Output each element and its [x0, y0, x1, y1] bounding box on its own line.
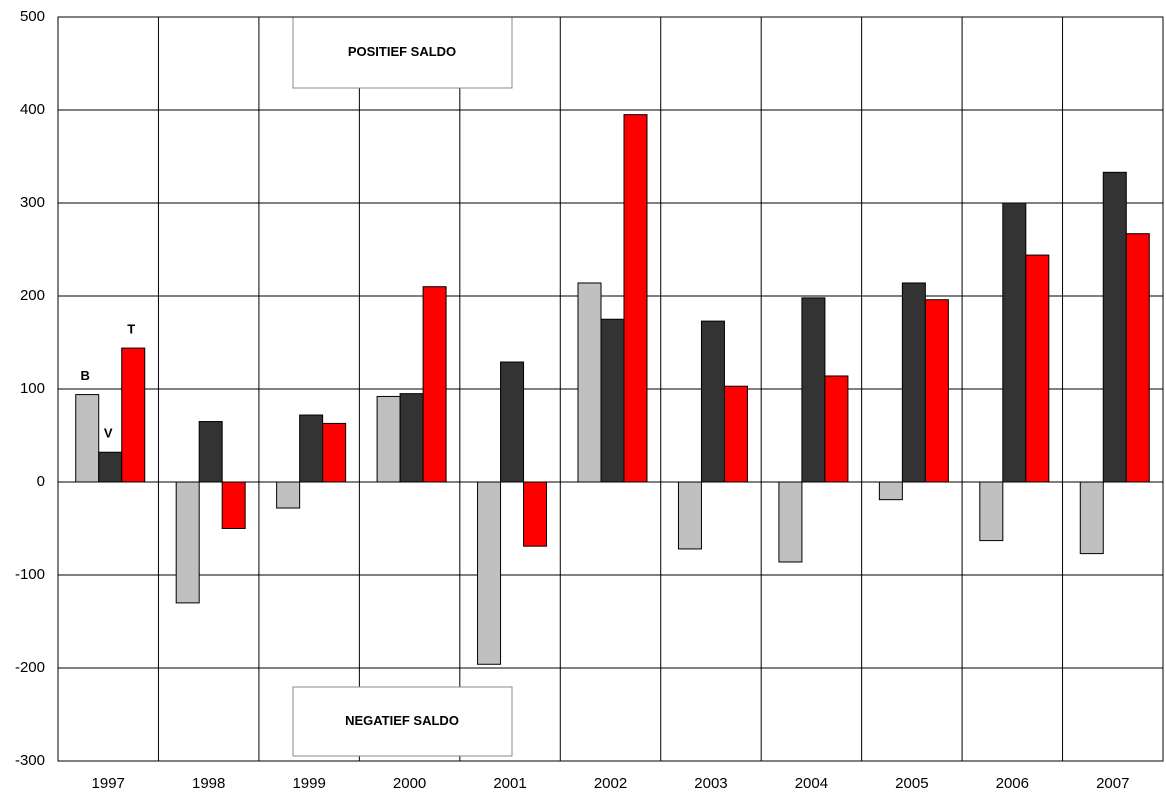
bar	[901, 282, 926, 483]
x-tick-label: 2001	[493, 775, 526, 792]
y-tick-label: 200	[20, 287, 45, 304]
bar	[924, 299, 949, 483]
annotation-box	[292, 16, 513, 89]
bar	[98, 451, 123, 483]
bar	[1102, 171, 1127, 483]
series-label: V	[104, 426, 113, 441]
y-tick-label: 100	[20, 380, 45, 397]
annotation: NEGATIEF SALDO	[345, 713, 459, 728]
y-tick-label: 500	[20, 8, 45, 25]
bar	[376, 395, 401, 483]
bar	[1002, 202, 1027, 483]
bar	[75, 394, 100, 483]
bar	[221, 481, 246, 529]
bar	[623, 114, 648, 483]
bar	[198, 421, 223, 483]
bar	[477, 481, 502, 665]
x-tick-label: 2000	[393, 775, 426, 792]
x-tick-label: 2006	[996, 775, 1029, 792]
x-tick-label: 1998	[192, 775, 225, 792]
bar	[399, 393, 424, 483]
bar	[778, 481, 803, 563]
bar	[299, 414, 324, 483]
bar	[577, 282, 602, 483]
bar	[723, 385, 748, 483]
series-label: T	[127, 322, 135, 337]
x-tick-label: 2007	[1096, 775, 1129, 792]
bar	[600, 318, 625, 483]
x-tick-label: 2005	[895, 775, 928, 792]
x-tick-label: 2002	[594, 775, 627, 792]
bar	[801, 297, 826, 483]
bar	[677, 481, 702, 550]
bar	[1025, 254, 1050, 483]
y-tick-label: 400	[20, 101, 45, 118]
bar	[1125, 233, 1150, 483]
plot-frame	[57, 16, 1164, 762]
bar	[878, 481, 903, 501]
annotation-box	[292, 686, 513, 757]
y-tick-label: -200	[15, 659, 45, 676]
bar	[523, 481, 548, 547]
series-label: B	[81, 368, 90, 383]
bar	[121, 347, 146, 483]
x-tick-label: 1999	[292, 775, 325, 792]
bar	[175, 481, 200, 604]
x-tick-label: 2004	[795, 775, 828, 792]
bar	[276, 481, 301, 509]
x-tick-label: 1997	[92, 775, 125, 792]
bar	[824, 375, 849, 483]
y-tick-label: 0	[37, 473, 45, 490]
x-tick-label: 2003	[694, 775, 727, 792]
bar	[422, 286, 447, 483]
y-tick-label: -100	[15, 566, 45, 583]
bar	[979, 481, 1004, 542]
bar	[500, 361, 525, 483]
bar	[700, 320, 725, 483]
bar	[1079, 481, 1104, 555]
y-tick-label: 300	[20, 194, 45, 211]
y-tick-label: -300	[15, 752, 45, 769]
annotation: POSITIEF SALDO	[348, 44, 456, 59]
bar	[322, 422, 347, 483]
